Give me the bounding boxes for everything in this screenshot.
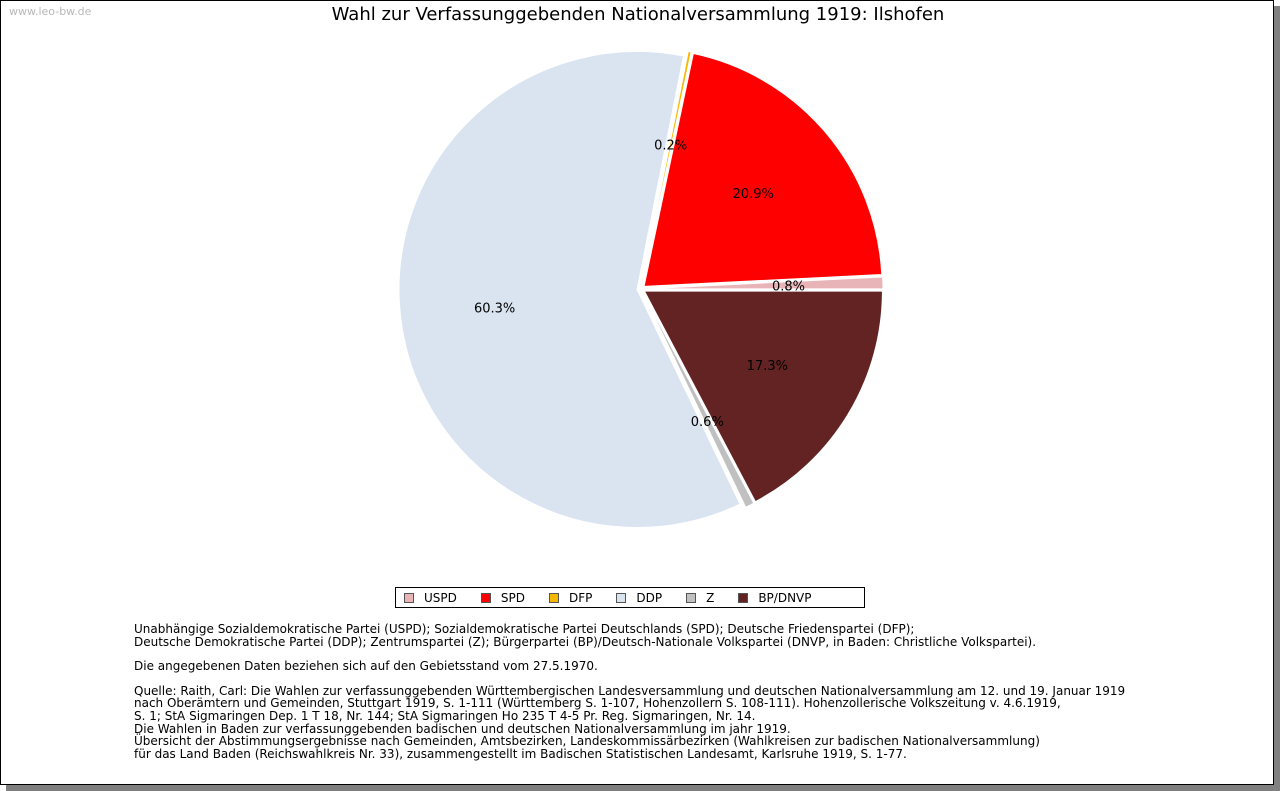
watermark: www.leo-bw.de [9, 5, 92, 18]
pie-label-uspd: 0.8% [772, 279, 805, 294]
legend-label-ddp: DDP [636, 590, 663, 605]
legend-label-bp-dnvp: BP/DNVP [758, 590, 812, 605]
pie-slice-ddp [398, 51, 741, 528]
legend-swatch-uspd [404, 592, 414, 603]
source-note: Quelle: Raith, Carl: Die Wahlen zur verf… [134, 683, 1126, 761]
legend-item-z: Z [686, 591, 714, 605]
legend-swatch-bp-dnvp [738, 592, 749, 603]
pie-slice-uspd [644, 276, 884, 290]
pie-slices [398, 51, 884, 528]
party-abbreviations-note: Unabhängige Sozialdemokratische Partei (… [134, 622, 1037, 649]
pie-slice-z [642, 292, 755, 508]
legend-swatch-dfp [548, 592, 559, 603]
notes: Unabhängige Sozialdemokratische Partei (… [134, 623, 1234, 760]
legend-label-uspd: USPD [424, 590, 457, 605]
pie-label-spd: 20.9% [733, 187, 774, 202]
pie-chart: 0.8% 20.9% 0.2% 60.3% 0.6% 17.3% [398, 51, 884, 528]
legend-item-dfp: DFP [548, 590, 593, 605]
pie-label-ddp: 60.3% [474, 301, 515, 316]
pie-slice-dfp [641, 51, 692, 286]
legend-swatch-z [686, 592, 697, 603]
legend: USPD SPD DFP DDP Z BP/DNVP [395, 587, 865, 608]
legend-swatch-spd [480, 592, 491, 603]
legend-item-spd: SPD [480, 590, 525, 605]
pie-label-dfp: 0.2% [654, 138, 687, 153]
legend-label-spd: SPD [500, 590, 525, 605]
legend-label-z: Z [706, 590, 715, 605]
legend-label-dfp: DFP [568, 590, 593, 605]
legend-item-uspd: USPD [404, 591, 457, 605]
pie-slice-spd [643, 52, 883, 287]
gebietsstand-note: Die angegebenen Daten beziehen sich auf … [134, 659, 598, 674]
pie-label-bp-dnvp: 17.3% [747, 359, 788, 374]
chart-title: Wahl zur Verfassunggebenden Nationalvers… [331, 4, 945, 25]
legend-item-ddp: DDP [616, 591, 662, 605]
pie-slice-bp-dnvp [643, 290, 883, 503]
pie-labels: 0.8% 20.9% 0.2% 60.3% 0.6% 17.3% [474, 138, 805, 429]
pie-label-z: 0.6% [691, 415, 724, 430]
legend-swatch-ddp [616, 592, 627, 603]
legend-item-bp-dnvp: BP/DNVP [738, 590, 812, 605]
